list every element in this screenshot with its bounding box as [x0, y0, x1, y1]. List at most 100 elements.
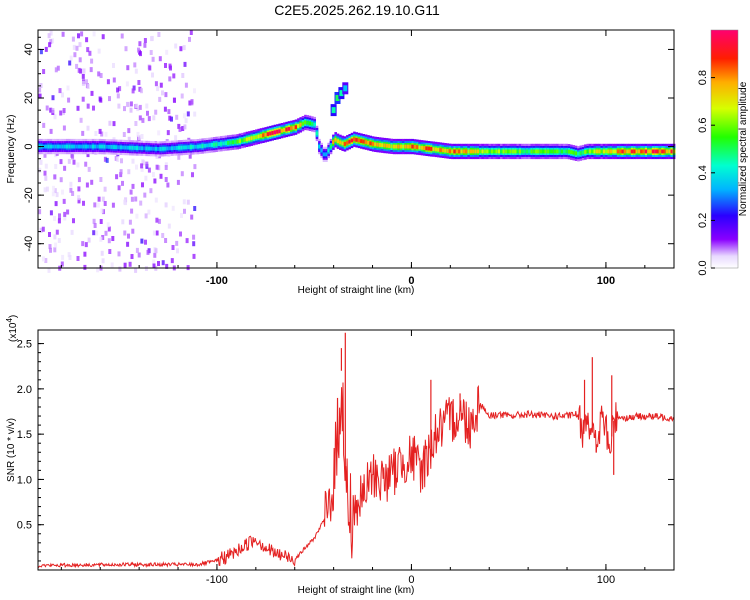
- noise-cell: [122, 132, 126, 137]
- noise-cell: [116, 157, 120, 162]
- noise-cell: [57, 238, 61, 243]
- noise-cell: [182, 113, 186, 119]
- ridge-cell: [595, 149, 599, 154]
- ridge-cell: [602, 149, 606, 154]
- noise-cell: [108, 120, 112, 126]
- ridge-cell: [166, 146, 169, 151]
- noise-cell: [131, 88, 135, 94]
- noise-cell: [48, 232, 51, 237]
- ridge-cell: [441, 148, 445, 153]
- ridge-cell: [304, 120, 307, 125]
- colorbar-ticks: 0.0 0.2 0.4 0.6 0.8: [697, 29, 739, 276]
- noise-cell: [179, 46, 183, 52]
- ridge-cell: [245, 137, 249, 142]
- ridge-cell: [315, 131, 319, 136]
- noise-cell: [147, 209, 151, 215]
- noise-cell: [152, 263, 156, 269]
- noise-cell: [140, 163, 144, 169]
- ridge-cell: [588, 149, 592, 154]
- noise-cell: [146, 110, 149, 116]
- ridge-cell: [586, 149, 590, 154]
- ridge-cell: [49, 144, 53, 149]
- noise-cell: [72, 218, 75, 224]
- noise-cell: [81, 130, 85, 136]
- ridge-cell: [490, 149, 494, 154]
- ridge-cell: [355, 137, 358, 142]
- noise-cell: [159, 173, 163, 179]
- ridge-cell: [343, 142, 347, 146]
- ridge-cell: [397, 144, 400, 149]
- ridge-cell: [619, 149, 622, 154]
- ridge-cell: [637, 149, 641, 154]
- ridge-cell: [476, 149, 480, 154]
- ridge-cell: [266, 132, 270, 137]
- ridge-cell: [642, 149, 646, 154]
- ridge-cell: [661, 149, 664, 154]
- noise-cell: [75, 63, 79, 69]
- ridge-cell: [558, 149, 562, 154]
- spectrogram-panel: -100 0 100 -40 -20 0 20 40 Height of straight l…: [6, 29, 676, 296]
- ridge-cell: [231, 140, 235, 145]
- ridge-cell: [591, 149, 594, 154]
- noise-cell: [68, 60, 72, 66]
- noise-cell: [63, 211, 67, 217]
- noise-cell: [98, 128, 102, 134]
- noise-cell: [167, 223, 171, 229]
- ridge-cell: [448, 149, 452, 154]
- ridge-cell: [236, 139, 239, 144]
- noise-cell: [73, 52, 77, 58]
- noise-cell: [101, 196, 105, 202]
- ridge-cell: [474, 149, 477, 154]
- ridge-cell: [626, 149, 629, 154]
- noise-cell: [42, 256, 45, 262]
- noise-cell: [164, 177, 168, 182]
- noise-cell: [82, 200, 85, 206]
- noise-cell: [164, 162, 168, 168]
- noise-cell: [130, 254, 134, 259]
- ridge-cell: [110, 145, 113, 149]
- ridge-cell: [378, 143, 382, 147]
- ridge-cell: [252, 135, 256, 140]
- noise-cell: [123, 199, 127, 205]
- noise-cell: [79, 117, 83, 123]
- ridge-cell: [670, 149, 674, 154]
- noise-cell: [57, 218, 61, 224]
- ridge-cell: [264, 132, 267, 137]
- noise-cell: [48, 244, 52, 250]
- noise-cell: [140, 134, 144, 139]
- ridge-cell: [336, 139, 340, 144]
- ridge-cell: [460, 149, 463, 154]
- noise-cell: [186, 199, 190, 205]
- ridge-cell: [271, 131, 274, 135]
- ridge-cell: [532, 149, 536, 154]
- noise-cell: [180, 93, 184, 99]
- noise-cell: [123, 106, 126, 112]
- noise-cell: [165, 49, 169, 55]
- spectrogram-xtick-label: 100: [597, 275, 615, 287]
- snr-xtick-label: 0: [408, 574, 414, 586]
- noise-cell: [76, 162, 80, 168]
- noise-cell: [94, 131, 98, 136]
- ridge-cell: [521, 149, 524, 154]
- noise-cell: [61, 92, 64, 98]
- noise-cell: [67, 158, 71, 164]
- ridge-cell: [91, 144, 95, 149]
- ridge-cell: [614, 149, 618, 154]
- noise-cell: [141, 182, 144, 188]
- noise-cell: [53, 215, 57, 221]
- noise-cell: [78, 57, 82, 63]
- noise-cell: [131, 183, 135, 189]
- noise-cell: [88, 50, 92, 56]
- ridge-cell: [68, 144, 71, 149]
- spectrogram-xtick-label: -100: [206, 275, 228, 287]
- noise-cell: [55, 192, 59, 198]
- ridge-cell: [425, 146, 428, 151]
- ridge-cell: [143, 146, 146, 151]
- noise-cell: [188, 153, 192, 159]
- snr-ylabel: SNR (10 * v/v): [6, 418, 17, 482]
- noise-cell: [161, 260, 165, 266]
- ridge-cell: [203, 143, 207, 148]
- noise-cell: [106, 79, 110, 85]
- snr-series: [37, 332, 675, 569]
- snr-ytick-label: 1.0: [17, 474, 32, 486]
